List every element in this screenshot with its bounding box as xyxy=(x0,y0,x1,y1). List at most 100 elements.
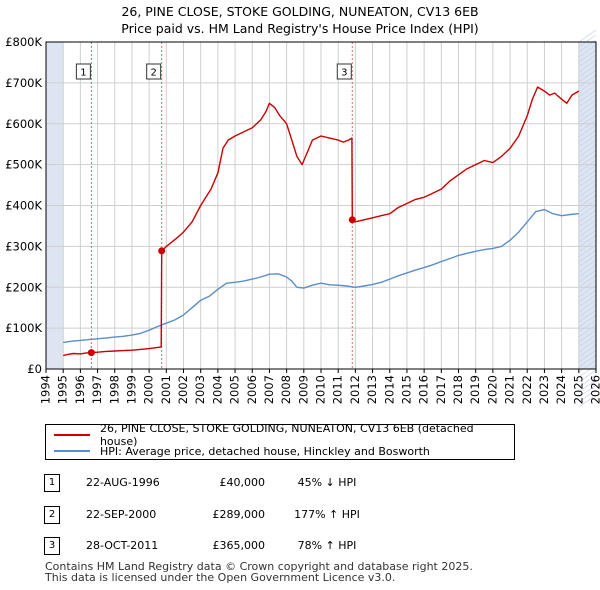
sale-marker-label: 1 xyxy=(75,63,91,80)
hatch-line xyxy=(578,394,597,408)
y-tick-label: £500K xyxy=(5,158,42,172)
x-tick-label: 2005 xyxy=(228,375,242,404)
legend-swatch-property xyxy=(54,434,90,436)
x-tick-label: 2013 xyxy=(365,375,379,404)
hatch-line xyxy=(578,289,597,303)
hatch-line xyxy=(578,274,597,288)
sale-marker-label: 2 xyxy=(146,63,162,80)
transaction-price: £40,000 xyxy=(219,476,266,489)
hatch-line xyxy=(578,179,597,193)
hatch-line xyxy=(578,34,597,48)
hatch-line xyxy=(578,54,597,68)
hatch-line xyxy=(578,244,597,258)
hatch-line xyxy=(578,74,597,88)
hatch-line xyxy=(578,94,597,108)
transaction-date: 22-AUG-1996 xyxy=(86,476,160,489)
x-tick-label: 2002 xyxy=(176,375,190,404)
y-tick-label: £0 xyxy=(27,362,42,376)
x-tick-label: 1997 xyxy=(90,375,104,404)
hatch-line xyxy=(578,59,597,73)
hatch-line xyxy=(578,269,597,283)
hatch-line xyxy=(578,109,597,123)
hatch-line xyxy=(578,79,597,93)
y-tick-label: £700K xyxy=(5,76,42,90)
hatch-line xyxy=(578,154,597,168)
x-tick-label: 2015 xyxy=(399,375,413,404)
hatch-line xyxy=(578,189,597,203)
transaction-hpi-diff: 78% ↑ HPI xyxy=(297,539,357,552)
sale-point xyxy=(348,216,356,224)
hatch-line xyxy=(578,69,597,83)
hatch-line xyxy=(578,44,597,58)
price-chart: 1 2 3 £0 £100K £200K £300K £400K £500K £600K £700K… xyxy=(5,29,600,408)
x-tick-label: 2007 xyxy=(262,375,276,404)
x-tick-label: 2017 xyxy=(434,375,448,404)
x-tick-label: 2019 xyxy=(468,375,482,404)
hatch-line xyxy=(578,314,597,328)
transaction-row: 2 22-SEP-2000 £289,000 177% ↑ HPI xyxy=(0,506,600,526)
hatch-line xyxy=(578,254,597,268)
legend-item-property: 26, PINE CLOSE, STOKE GOLDING, NUNEATON,… xyxy=(54,422,514,448)
legend-item-hpi: HPI: Average price, detached house, Hinc… xyxy=(54,443,430,459)
x-tick-label: 2011 xyxy=(331,375,345,404)
transaction-row: 3 28-OCT-2011 £365,000 78% ↑ HPI xyxy=(0,537,600,557)
y-tick-label: £100K xyxy=(5,321,42,335)
y-tick-label: £300K xyxy=(5,239,42,253)
hatch-line xyxy=(578,234,597,248)
hatch-line xyxy=(578,344,597,358)
transaction-hpi-diff: 177% ↑ HPI xyxy=(294,508,360,521)
x-tick-label: 1996 xyxy=(73,375,87,404)
sale-marker-label: 3 xyxy=(336,63,352,80)
hatch-line xyxy=(578,364,597,378)
hatch-line xyxy=(578,369,597,383)
hatch-line xyxy=(578,249,597,263)
x-tick-label: 2025 xyxy=(571,375,585,404)
legend-label-property: 26, PINE CLOSE, STOKE GOLDING, NUNEATON,… xyxy=(99,422,474,448)
hatch-line xyxy=(578,139,597,153)
x-tick-label: 2003 xyxy=(193,375,207,404)
sale-marker-box xyxy=(336,63,352,80)
x-tick-label: 1994 xyxy=(39,375,53,404)
hatch-line xyxy=(578,209,597,223)
hatch-line xyxy=(578,339,597,353)
hatch-line xyxy=(578,214,597,228)
x-tick-label: 1998 xyxy=(107,375,121,404)
hatch-line xyxy=(578,354,597,368)
hatch-line xyxy=(578,194,597,208)
sale-point xyxy=(87,349,95,357)
hatch-line xyxy=(578,204,597,218)
x-tick-label: 2024 xyxy=(554,375,568,404)
transaction-row: 1 22-AUG-1996 £40,000 45% ↓ HPI xyxy=(0,474,600,494)
hpi-line xyxy=(63,208,579,344)
transaction-hpi-diff: 45% ↓ HPI xyxy=(297,476,357,489)
x-tick-label: 2022 xyxy=(520,375,534,404)
hatch-line xyxy=(578,374,597,388)
sale-marker-box xyxy=(146,63,162,80)
hatch-line xyxy=(578,329,597,343)
sale-marker-number: 1 xyxy=(80,68,86,79)
hatch-line xyxy=(578,324,597,338)
hatch-line xyxy=(578,349,597,363)
hatch-line xyxy=(578,384,597,398)
x-tick-label: 2018 xyxy=(451,375,465,404)
transaction-number: 2 xyxy=(44,506,60,524)
hatch-line xyxy=(578,229,597,243)
hatch-line xyxy=(578,144,597,158)
hatch-line xyxy=(578,389,597,403)
transaction-date: 22-SEP-2000 xyxy=(86,508,157,521)
x-tick-label: 2008 xyxy=(279,375,293,404)
hatch-line xyxy=(578,99,597,113)
hatch-line xyxy=(578,264,597,278)
hatch-line xyxy=(578,304,597,318)
transaction-date: 28-OCT-2011 xyxy=(86,539,159,552)
hatch-line xyxy=(578,169,597,183)
hatch-line xyxy=(578,239,597,253)
hatch-line xyxy=(578,294,597,308)
hatch-line xyxy=(578,379,597,393)
footer-copyright: Contains HM Land Registry data © Crown c… xyxy=(45,560,473,573)
hatch-line xyxy=(578,149,597,163)
hatch-line xyxy=(578,309,597,323)
x-tick-label: 2006 xyxy=(245,375,259,404)
hatch-line xyxy=(578,164,597,178)
transaction-number: 1 xyxy=(44,474,60,492)
